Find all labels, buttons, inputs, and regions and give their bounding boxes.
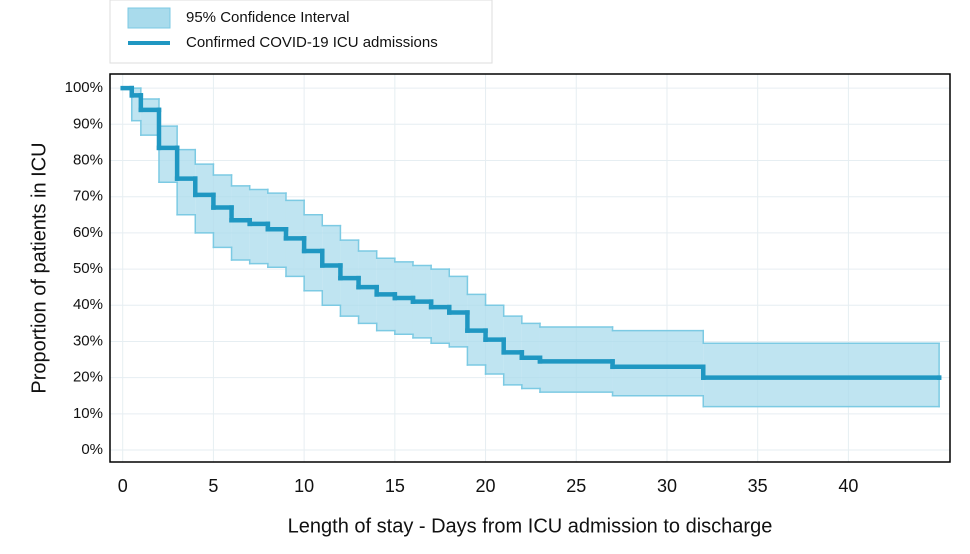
x-tick-label: 5 — [208, 476, 218, 496]
y-tick-label: 60% — [73, 224, 103, 241]
legend-box — [109, 0, 493, 64]
x-axis-label: Length of stay - Days from ICU admission… — [288, 515, 773, 537]
legend: 95% Confidence Interval Confirmed COVID-… — [109, 0, 493, 64]
legend-label: 95% Confidence Interval — [186, 9, 349, 26]
ticks: 0% 10% 20% 30% 40% 50% 60% 70% 80% 90% 100% 0 5 10 15 2… — [65, 79, 859, 496]
ci-band — [131, 88, 141, 121]
legend-label: Confirmed COVID-19 ICU admissions — [186, 34, 438, 51]
y-tick-label: 0% — [81, 441, 103, 458]
x-tick-label: 35 — [748, 476, 768, 496]
x-tick-label: 20 — [476, 476, 496, 496]
y-tick-label: 70% — [73, 188, 103, 205]
ci-band — [177, 149, 196, 215]
x-tick-label: 10 — [294, 476, 314, 496]
y-tick-label: 100% — [65, 79, 103, 96]
y-tick-label: 30% — [73, 332, 103, 349]
ci-band — [195, 164, 214, 233]
y-tick-label: 90% — [73, 115, 103, 132]
ci-band — [140, 98, 159, 136]
ci-band — [703, 343, 940, 407]
plot-frame — [109, 73, 951, 463]
x-tick-label: 40 — [838, 476, 858, 496]
y-tick-label: 50% — [73, 260, 103, 277]
lines — [120, 85, 942, 380]
x-tick-label: 0 — [118, 476, 128, 496]
ci-band — [612, 330, 704, 396]
ci-band — [231, 185, 250, 261]
y-tick-label: 80% — [73, 151, 103, 168]
ci-band — [158, 126, 178, 183]
x-tick-label: 30 — [657, 476, 677, 496]
y-axis-label: Proportion of patients in ICU — [28, 142, 50, 393]
y-tick-label: 20% — [73, 369, 103, 386]
x-tick-label: 25 — [566, 476, 586, 496]
legend-band-swatch — [127, 7, 171, 29]
x-tick-label: 15 — [385, 476, 405, 496]
ci-band — [249, 189, 268, 264]
y-tick-label: 40% — [73, 296, 103, 313]
ci-band — [213, 174, 232, 248]
y-tick-label: 10% — [73, 405, 103, 422]
